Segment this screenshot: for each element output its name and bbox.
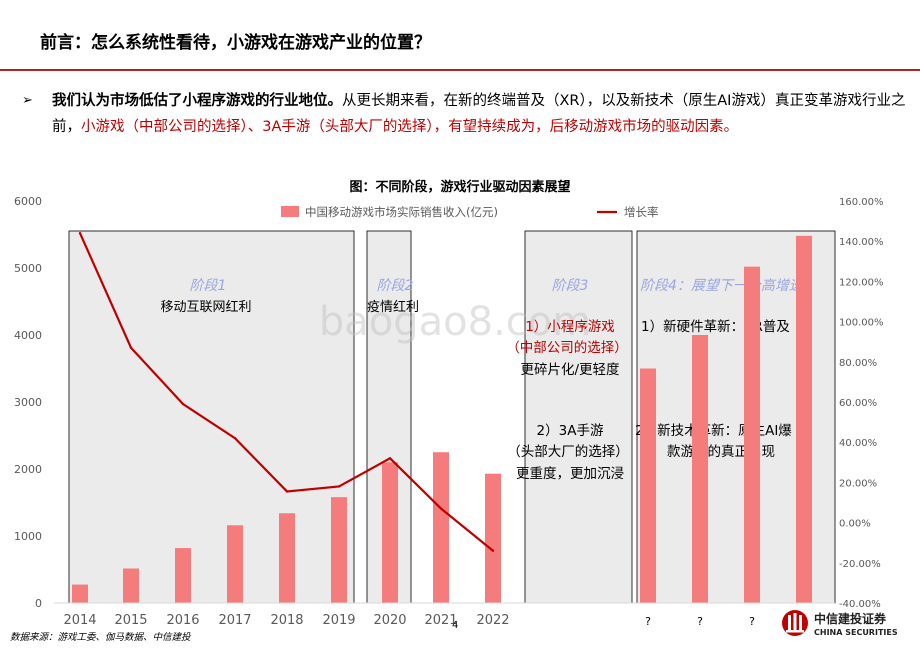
growth-rate-point (233, 436, 237, 440)
stage-box-3 (524, 230, 633, 604)
bullet-highlight-text: 小游戏（中部公司的选择）、3A手游（头部大厂的选择），有望持续成为，后移动游戏市… (81, 119, 739, 135)
x-axis-tick: ? (645, 615, 651, 628)
stage-3-line: 更碎片化/更轻度 (520, 362, 619, 378)
stage-1-label: 阶段1 (190, 278, 227, 294)
logo-emblem-icon (782, 610, 808, 636)
stage-4-line: 2）新技术革新：原生AI爆 (635, 423, 792, 439)
right-axis-tick: 40.00% (839, 438, 877, 449)
left-axis-tick: 6000 (14, 195, 42, 208)
x-axis-tick: 2018 (270, 613, 303, 628)
growth-rate-point (129, 346, 133, 349)
revenue-bar (123, 568, 139, 603)
watermark: baogao8.com (319, 299, 591, 345)
legend-line-label: 增长率 (624, 205, 659, 219)
stage-3-line: （头部大厂的选择） (507, 444, 629, 460)
legend-bar-label: 中国移动游戏市场实际销售收入(亿元) (305, 205, 498, 219)
stage-4-label: 阶段4：展望下一个高增速 (640, 278, 805, 294)
right-axis-tick: 160.00% (839, 197, 884, 208)
page-title: 前言：怎么系统性看待，小游戏在游戏产业的位置？ (40, 33, 431, 53)
revenue-bar (382, 462, 398, 603)
growth-rate-point (285, 490, 289, 493)
bullet-bold-text: 我们认为市场低估了小程序游戏的行业地位。 (52, 93, 342, 109)
growth-rate-point (78, 231, 82, 235)
stage-4-line: 1）新硬件革新：XR普及 (641, 319, 790, 335)
growth-rate-point (439, 507, 443, 510)
right-axis-tick: 80.00% (839, 358, 877, 369)
stage-2-desc: 疫情红利 (367, 299, 419, 315)
stage-3-line: （中部公司的选择） (506, 340, 628, 356)
x-axis-tick: 2019 (322, 613, 355, 628)
stage-3-line: 更重度，更加沉浸 (516, 466, 624, 482)
stage-2-label: 阶段2 (377, 278, 414, 294)
x-axis-tick: ? (697, 615, 703, 628)
x-axis-tick: 2020 (373, 613, 406, 628)
revenue-bar (692, 335, 708, 603)
revenue-bar (331, 497, 347, 603)
brand-logo: 中信建投证券 CHINA SECURITIES (780, 606, 915, 646)
right-axis-tick: -20.00% (839, 559, 881, 570)
stage-3-line: 1）小程序游戏 (525, 319, 615, 335)
stage-3-line: 2）3A手游 (537, 423, 604, 439)
growth-rate-point (181, 402, 185, 406)
x-axis-tick: 2021 (424, 613, 457, 628)
right-axis-tick: 60.00% (839, 398, 877, 409)
stage-1-desc: 移动互联网红利 (160, 299, 251, 315)
right-axis-tick: -40.00% (839, 599, 881, 610)
left-axis-tick: 2000 (14, 463, 42, 476)
left-axis-tick: 5000 (14, 262, 42, 275)
title-divider (0, 69, 920, 71)
right-axis-tick: 20.00% (839, 478, 877, 489)
x-axis-tick: 2015 (114, 613, 147, 628)
bullet-body-text: 从更长期来看，在新的终端普及（XR），以及新技术（原生AI游戏）真正变革游戏行业… (52, 93, 906, 135)
stage-3-label: 阶段3 (552, 278, 589, 294)
left-axis-tick: 4000 (14, 329, 42, 342)
revenue-bar (279, 513, 295, 603)
left-axis-tick: 3000 (14, 396, 42, 409)
chart-title: 图：不同阶段，游戏行业驱动因素展望 (349, 180, 571, 195)
left-axis-tick: 0 (35, 597, 42, 610)
bullet-arrow-icon: ➢ (22, 93, 33, 108)
revenue-bar (640, 368, 656, 603)
x-axis-tick: 2017 (218, 613, 251, 628)
x-axis-tick: 2014 (63, 613, 96, 628)
logo-text-cn: 中信建投证券 (814, 612, 887, 626)
x-axis-tick: 2016 (166, 613, 199, 628)
growth-rate-point (491, 549, 495, 552)
page-number: 4 (452, 620, 459, 631)
revenue-bar (485, 473, 501, 603)
growth-rate-point (337, 485, 341, 488)
right-axis-tick: 100.00% (839, 318, 884, 329)
logo-text-en: CHINA SECURITIES (814, 628, 898, 637)
x-axis-tick: 2022 (476, 613, 509, 628)
revenue-bar (796, 235, 812, 603)
revenue-bar (227, 525, 243, 603)
source-note: 数据来源：游戏工委、伽马数据、中信建投 (10, 632, 191, 643)
stage-box-1 (68, 230, 355, 604)
growth-rate-point (388, 457, 392, 460)
left-axis-tick: 1000 (14, 530, 42, 543)
revenue-bar (175, 548, 191, 603)
revenue-bar (433, 452, 449, 603)
legend-bar-swatch (281, 206, 299, 217)
revenue-bar (72, 584, 88, 603)
x-axis-tick: ? (749, 615, 755, 628)
right-axis-tick: 0.00% (839, 519, 871, 530)
right-axis-tick: 120.00% (839, 277, 884, 288)
right-axis-tick: 140.00% (839, 237, 884, 248)
revenue-bar (744, 266, 760, 603)
intro-paragraph: ➢ 我们认为市场低估了小程序游戏的行业地位。从更长期来看，在新的终端普及（XR）… (22, 88, 912, 140)
